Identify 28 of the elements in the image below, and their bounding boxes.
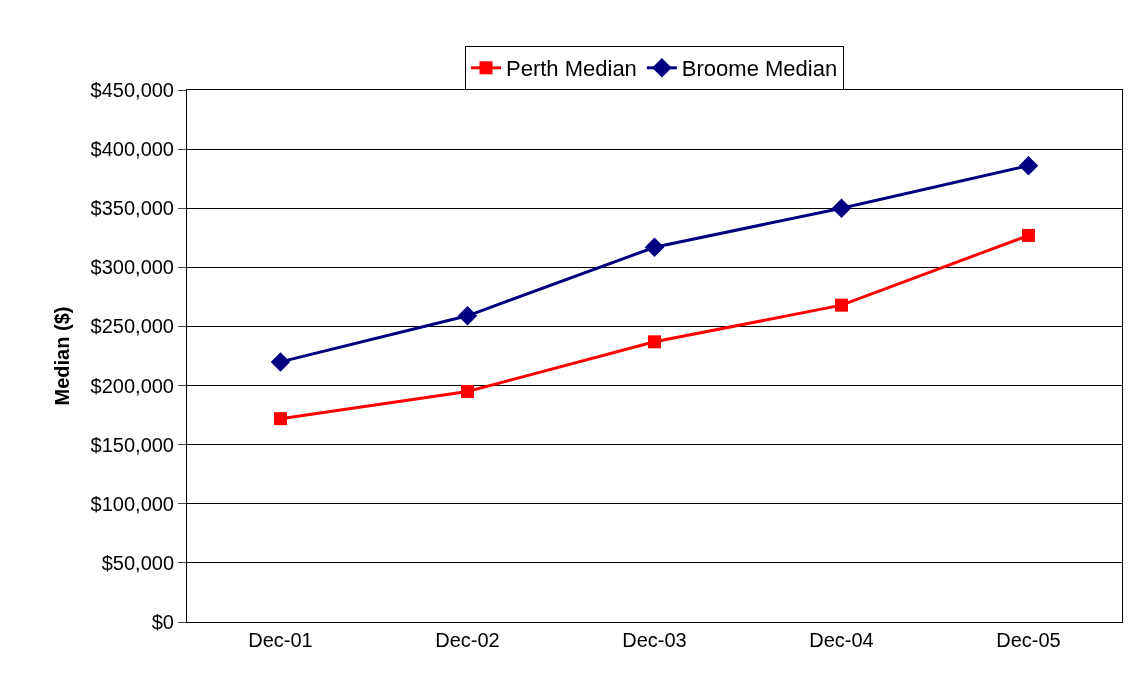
y-tick-label: $150,000: [90, 433, 174, 456]
point: [1022, 228, 1035, 242]
y-tick-label: $450,000: [90, 79, 174, 101]
y-tick-label: $400,000: [90, 138, 174, 161]
point: [274, 412, 287, 426]
y-tick-label: $0: [151, 611, 174, 633]
point: [835, 298, 848, 312]
x-tick-label: Dec-03: [622, 629, 687, 651]
point: [1018, 155, 1039, 176]
x-tick-label: Dec-02: [435, 629, 500, 651]
point: [831, 198, 852, 218]
y-tick-label: $350,000: [90, 197, 174, 220]
legend-label: Perth Median: [506, 56, 637, 82]
y-tick-label: $200,000: [90, 374, 174, 397]
legend-label: Broome Median: [681, 56, 838, 82]
y-tick-label: $100,000: [90, 492, 174, 515]
point: [648, 335, 661, 349]
y-tick-label: $250,000: [90, 315, 174, 338]
point: [457, 306, 478, 326]
point: [270, 352, 291, 372]
y-axis-title: Median ($): [51, 306, 74, 406]
x-tick-label: Dec-04: [809, 629, 874, 651]
point: [644, 237, 665, 257]
y-tick-label: $50,000: [101, 551, 174, 574]
x-tick-label: Dec-01: [248, 629, 313, 651]
y-tick-label: $300,000: [90, 256, 174, 279]
point: [461, 384, 474, 398]
x-tick-label: Dec-05: [996, 629, 1061, 651]
